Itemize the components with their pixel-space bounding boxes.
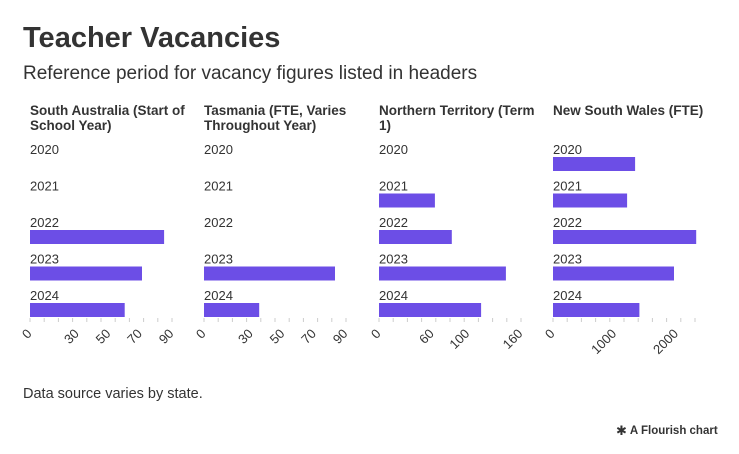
bar[interactable]: [553, 157, 636, 171]
panel-northern-territory: 2020 2021 2022 2023 2024 0 60 100 160: [368, 142, 526, 352]
category-label: 2020: [379, 142, 408, 157]
data-source-note: Data source varies by state.: [23, 386, 203, 402]
tick-label: 100: [446, 326, 472, 352]
category-label: 2024: [553, 288, 582, 303]
tick-label: 90: [330, 326, 351, 347]
tick-label: 0: [193, 326, 209, 342]
category-label: 2023: [553, 252, 582, 267]
category-label: 2020: [553, 142, 582, 157]
tick-label: 2000: [650, 326, 681, 357]
category-label: 2022: [379, 215, 408, 230]
flourish-logo-icon: ✱: [616, 423, 627, 438]
category-label: 2024: [30, 288, 59, 303]
category-label: 2021: [30, 179, 59, 194]
bar[interactable]: [204, 266, 335, 281]
tick-label: 50: [267, 326, 288, 347]
category-label: 2021: [553, 179, 582, 194]
panel-title-new-south-wales: New South Wales (FTE): [553, 103, 704, 118]
panel-tasmania: 2020 2021 2022 2023 2024 0 30 50 70 90: [193, 142, 351, 347]
bar[interactable]: [553, 230, 697, 244]
bar[interactable]: [379, 230, 452, 244]
bar[interactable]: [30, 303, 125, 317]
tick-label: 70: [298, 326, 319, 347]
chart-title: Teacher Vacancies: [23, 22, 281, 54]
bar[interactable]: [553, 303, 640, 317]
category-label: 2021: [379, 179, 408, 194]
category-label: 2023: [204, 252, 233, 267]
flourish-credit-link[interactable]: ✱ A Flourish chart: [616, 423, 718, 438]
tick-label: 70: [124, 326, 145, 347]
category-label: 2020: [204, 142, 233, 157]
panel-title-south-australia: South Australia (Start of School Year): [30, 103, 185, 133]
bar[interactable]: [204, 303, 260, 317]
category-label: 2023: [30, 252, 59, 267]
credit-label: A Flourish chart: [629, 425, 718, 437]
tick-label: 60: [416, 326, 437, 347]
category-label: 2021: [204, 179, 233, 194]
bar[interactable]: [379, 266, 506, 281]
panel-title-northern-territory: Northern Territory (Term 1): [379, 103, 535, 133]
category-label: 2022: [553, 215, 582, 230]
category-label: 2024: [204, 288, 233, 303]
bar[interactable]: [30, 266, 142, 281]
category-label: 2024: [379, 288, 408, 303]
category-label: 2020: [30, 142, 59, 157]
tick-label: 160: [500, 326, 526, 352]
tick-label: 0: [368, 326, 384, 342]
tick-label: 90: [156, 326, 177, 347]
panel-south-australia: 2020 2021 2022 2023 2024 0 30 50 70 90: [19, 142, 177, 347]
chart-subtitle: Reference period for vacancy figures lis…: [23, 63, 478, 84]
category-label: 2022: [30, 215, 59, 230]
tick-label: 30: [61, 326, 82, 347]
bar[interactable]: [553, 266, 674, 281]
bar[interactable]: [379, 193, 435, 208]
bar[interactable]: [379, 303, 482, 317]
category-label: 2023: [379, 252, 408, 267]
bar[interactable]: [553, 193, 628, 208]
category-label: 2022: [204, 215, 233, 230]
tick-label: 0: [19, 326, 35, 342]
panel-new-south-wales: 2020 2021 2022 2023 2024 0 1000 2000: [542, 142, 697, 357]
tick-label: 0: [542, 326, 558, 342]
tick-label: 50: [93, 326, 114, 347]
tick-label: 30: [235, 326, 256, 347]
tick-label: 1000: [588, 326, 619, 357]
panel-title-tasmania: Tasmania (FTE, Varies Throughout Year): [204, 103, 347, 133]
bar[interactable]: [30, 230, 165, 244]
